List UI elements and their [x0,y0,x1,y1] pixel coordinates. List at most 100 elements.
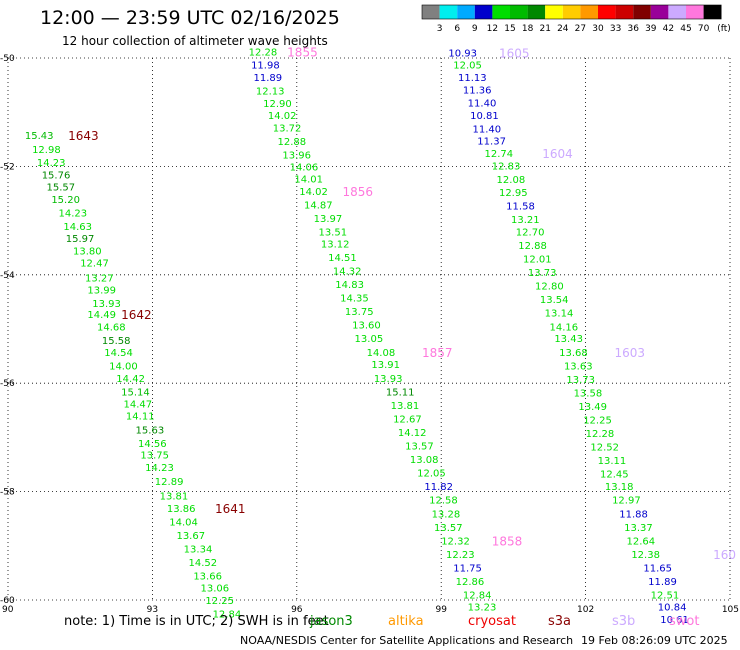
x-tick-label: 96 [291,605,303,615]
x-tick-label: 105 [722,605,739,615]
pass-time-label: 1857 [422,346,453,360]
colorbar-tick: 9 [472,24,478,34]
pass-time-labels: 1643 1642 1641 1855 1856 1857 1858 1605 1604 1603… [68,45,736,561]
swh-point-label: 13.86 [167,504,196,515]
swh-point-label: 13.73 [528,268,557,279]
swh-point-label: 12.89 [155,477,184,488]
swh-point-label: 11.75 [453,563,482,574]
swh-point-label: 15.43 [25,131,54,142]
swh-point-label: 12.13 [256,87,285,98]
swh-point-label: 12.45 [600,470,629,481]
swh-point-label: 12.05 [417,469,446,480]
colorbar-swatch [527,5,546,19]
swh-point-label: 11.40 [468,98,497,109]
swh-point-label: 12.32 [441,536,470,547]
swh-point-label: 12.38 [631,550,660,561]
swh-point-label: 12.98 [32,145,61,156]
swh-point-label: 13.81 [160,491,189,502]
colorbar-outline [421,4,722,20]
satellite-legend-swot: swot [669,614,699,629]
swh-point-label: 11.89 [648,577,677,588]
swh-point-label: 14.87 [304,200,333,211]
swh-point-label: 13.67 [176,531,205,542]
y-tick-label: -56 [0,379,15,389]
colorbar-tick: 42 [663,24,674,34]
swh-point-label: 13.80 [73,246,102,257]
swh-point-label: 13.75 [345,307,374,318]
swh-point-label: 14.04 [169,517,198,528]
swh-point-label: 15.20 [51,195,80,206]
swh-point-label: 14.23 [59,208,88,219]
swh-point-label: 13.49 [578,402,607,413]
satellite-legend: jason3 altika cryosat s3a s3b swot [309,614,699,629]
pass-time-label: 1858 [492,534,523,548]
swh-point-label: 14.11 [126,412,155,423]
x-tick-label: 102 [577,605,594,615]
swh-point-label: 12.08 [497,175,526,186]
pass-time-label: 1642 [121,308,152,322]
colorbar-swatch [580,5,598,19]
swh-point-label: 13.05 [355,334,384,345]
swh-point-label: 12.52 [590,443,619,454]
y-tick-label: -52 [0,162,15,172]
colorbar-swatch [562,5,581,19]
swh-point-label: 13.21 [511,215,540,226]
swh-point-label: 14.23 [37,158,66,169]
x-tick-label: 90 [2,605,14,615]
swh-point-label: 13.66 [193,572,222,583]
swh-point-label: 13.93 [374,374,403,385]
y-tick-label: -54 [0,271,15,281]
colorbar-swatch [668,5,686,19]
swh-point-label: 13.75 [140,451,169,462]
swh-point-label: 14.01 [294,174,323,185]
swh-point-label: 13.06 [201,584,230,595]
swh-point-label: 12.25 [583,416,612,427]
swh-point-label: 12.97 [612,496,641,507]
swh-point-label: 14.51 [328,253,357,264]
swh-point-label: 12.28 [586,429,615,440]
x-tick-label: 93 [147,605,158,615]
colorbar-tick: 24 [557,24,569,34]
colorbar-swatch [422,5,440,19]
credit-text: NOAA/NESDIS Center for Satellite Applica… [240,634,573,647]
swh-point-label: 14.08 [367,348,396,359]
swh-point-label: 12.86 [456,577,485,588]
colorbar-tick: 30 [592,24,604,34]
swh-point-label: 13.97 [314,214,343,225]
swh-point-label: 13.93 [92,299,121,310]
swh-point-label: 13.37 [624,523,653,534]
swh-point-label: 14.49 [87,310,116,321]
swh-point-label: 12.84 [463,591,492,602]
swh-point-label: 12.51 [651,591,680,602]
swh-point-label: 13.18 [605,482,634,493]
swh-point-label: 13.08 [410,455,439,466]
swh-point-label: 14.63 [63,222,92,233]
swh-point-label: 12.67 [393,414,422,425]
swh-point-label: 13.14 [545,309,574,320]
colorbar-swatch [492,5,510,19]
swh-point-label: 14.12 [398,428,427,439]
chart-title: 12:00 — 23:59 UTC 02/16/2025 [40,7,340,29]
swh-point-label: 13.68 [559,348,588,359]
pass-time-label: 1641 [215,502,246,516]
swh-point-label: 15.76 [42,171,71,182]
colorbar-unit: (ft) [717,24,731,34]
swh-point-label: 15.97 [66,234,95,245]
swh-point-label: 13.58 [574,388,603,399]
colorbar-tick: 12 [487,24,498,34]
swh-point-label: 12.88 [518,241,547,252]
colorbar-swatch [474,5,493,19]
chart-subtitle: 12 hour collection of altimeter wave hei… [62,34,328,48]
colorbar-swatch [633,5,651,19]
swh-point-label: 13.23 [468,603,497,614]
swh-point-label: 13.99 [87,285,116,296]
colorbar-swatch [545,5,563,19]
swh-point-label: 12.28 [249,47,278,58]
swh-point-label: 13.91 [371,360,400,371]
satellite-legend-s3b: s3b [612,614,635,629]
colorbar-tick: 36 [627,24,639,34]
swh-point-label: 12.84 [213,610,242,621]
swh-point-label: 11.82 [424,482,453,493]
swh-point-label: 15.14 [121,387,150,398]
